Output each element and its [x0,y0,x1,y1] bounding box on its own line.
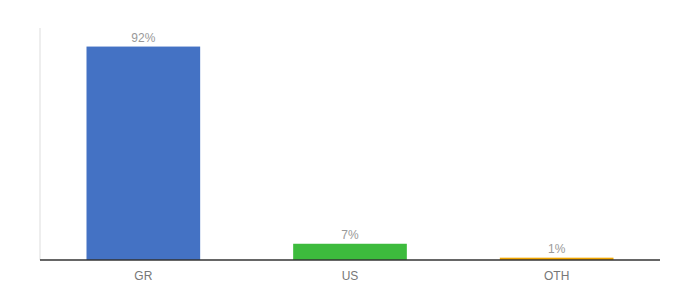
y-axis-line [40,28,41,260]
bars [87,47,614,260]
bar [293,244,407,260]
chart: 92% 7% 1% GR US OTH [0,0,680,300]
data-label: 7% [341,228,359,242]
x-tick-label: US [342,269,359,283]
data-label: 92% [131,31,155,45]
chart-container: 92% 7% 1% GR US OTH [0,0,680,300]
x-tick-label: OTH [544,269,569,283]
data-label: 1% [548,242,566,256]
bar [87,47,201,260]
x-axis-line [40,259,660,261]
x-tick-label: GR [134,269,152,283]
